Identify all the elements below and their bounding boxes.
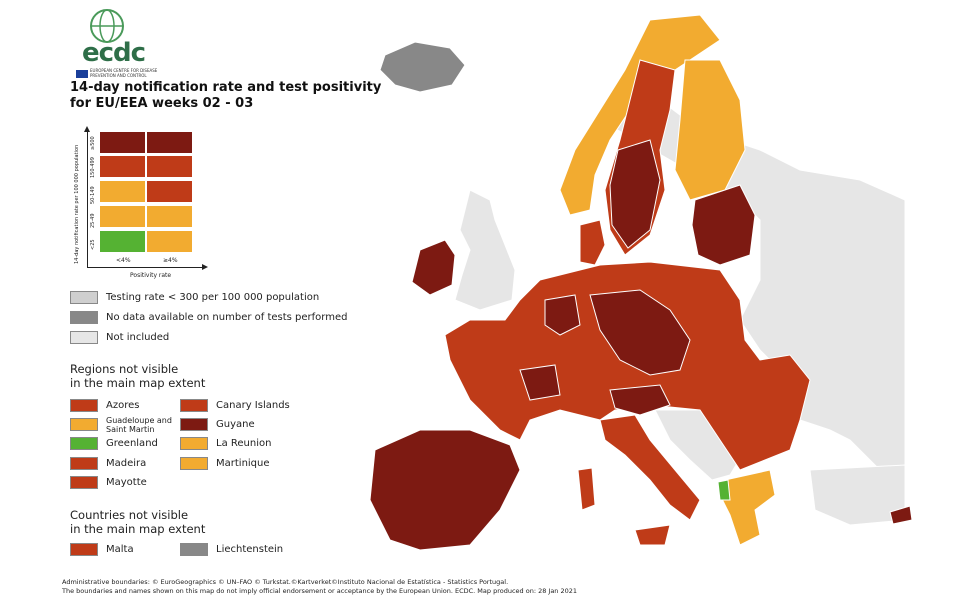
matrix-cell [99, 230, 146, 253]
positivity-matrix: 14-day notification rate per 100 000 pop… [60, 122, 210, 282]
matrix-row-label-4: 25-49 [90, 213, 96, 228]
map-denmark [579, 219, 606, 266]
map-albania [717, 479, 731, 501]
matrix-cell [99, 155, 146, 178]
map-sicily [634, 524, 671, 546]
regions-heading-line1: Regions not visible [70, 362, 179, 376]
map-non-eu-land-uk [454, 189, 516, 311]
region-la-reunion: La Reunion [216, 438, 272, 449]
map-norway [559, 14, 721, 216]
country-liechtenstein: Liechtenstein [216, 544, 284, 555]
matrix-row-label-3: 50-149 [90, 186, 96, 204]
map-sweden-south [609, 139, 661, 249]
matrix-cell [99, 205, 146, 228]
matrix-cell [99, 180, 146, 203]
footer-line2: The boundaries and names shown on this m… [62, 587, 578, 595]
matrix-cell [146, 230, 193, 253]
region-canary-islands: Canary Islands [216, 400, 290, 411]
country-swatch-liechtenstein [180, 543, 208, 556]
legend-not-included: Not included [106, 332, 170, 343]
map-title-line1: 14-day notification rate and test positi… [70, 80, 382, 95]
logo-subtitle: EUROPEAN CENTRE FOR DISEASE PREVENTION A… [90, 68, 158, 78]
matrix-cell [99, 131, 146, 154]
legend-swatch-testing-rate [70, 291, 98, 304]
region-swatch-greenland [70, 437, 98, 450]
region-guyane: Guyane [216, 419, 255, 430]
map-italy [599, 414, 701, 521]
country-malta: Malta [106, 544, 134, 555]
legend-swatch-no-data [70, 311, 98, 324]
ecdc-logo: ecdc EUROPEAN CENTRE FOR DISEASE PREVENT… [70, 8, 157, 78]
map-non-eu-land [598, 99, 906, 471]
map-title: 14-day notification rate and test positi… [70, 80, 381, 112]
matrix-y-axis [87, 130, 88, 267]
region-swatch-canary-islands [180, 399, 208, 412]
matrix-x-arrow-icon [202, 264, 208, 270]
region-mayotte: Mayotte [106, 477, 147, 488]
matrix-cell [146, 131, 193, 154]
region-greenland: Greenland [106, 438, 158, 449]
matrix-row-label-5: <25 [90, 239, 96, 250]
region-swatch-la-reunion [180, 437, 208, 450]
country-swatch-malta [70, 543, 98, 556]
map-iceland [379, 41, 466, 93]
region-swatch-azores [70, 399, 98, 412]
map-austria-slovenia [609, 384, 671, 416]
matrix-cell [146, 180, 193, 203]
countries-heading-line2: in the main map extent [70, 522, 206, 536]
matrix-cell [146, 205, 193, 228]
map-cyprus [889, 505, 913, 525]
region-swatch-martinique [180, 457, 208, 470]
map-germany-czech [589, 289, 691, 376]
matrix-y-axis-label: 14-day notification rate per 100 000 pop… [74, 144, 80, 264]
logo-text: ecdc [82, 38, 146, 68]
legend-no-data: No data available on number of tests per… [106, 312, 348, 323]
region-swatch-mayotte [70, 476, 98, 489]
map-baltics [691, 184, 756, 266]
map-greece [719, 469, 776, 546]
matrix-x-axis [87, 267, 204, 268]
legend-swatch-not-included [70, 331, 98, 344]
legend-testing-rate: Testing rate < 300 per 100 000 populatio… [106, 292, 320, 303]
region-azores: Azores [106, 400, 140, 411]
countries-heading: Countries not visible in the main map ex… [70, 508, 205, 536]
matrix-x-axis-label: Positivity rate [130, 272, 172, 279]
matrix-col-label-high: ≥4% [163, 257, 178, 264]
map-central-europe [444, 261, 811, 471]
matrix-row-label-2: 150-499 [90, 157, 96, 178]
eu-flag-icon [76, 70, 88, 78]
region-guadeloupe: Guadeloupe and Saint Martin [106, 416, 172, 434]
matrix-cell [146, 155, 193, 178]
map-france-dark [519, 364, 561, 401]
regions-heading: Regions not visible in the main map exte… [70, 362, 205, 390]
globe-icon [90, 9, 124, 43]
map-ireland [411, 239, 456, 296]
matrix-row-label-1: ≥500 [90, 136, 96, 150]
region-martinique: Martinique [216, 458, 270, 469]
countries-heading-line1: Countries not visible [70, 508, 189, 522]
map-sardinia [577, 467, 596, 511]
matrix-y-arrow-icon [84, 126, 90, 132]
map-benelux [544, 294, 581, 336]
map-iberia [369, 429, 521, 551]
map-title-line2: for EU/EEA weeks 02 - 03 [70, 96, 254, 111]
region-swatch-guyane [180, 418, 208, 431]
region-swatch-madeira [70, 457, 98, 470]
footer-line1: Administrative boundaries: © EuroGeograp… [62, 578, 509, 586]
matrix-col-label-low: <4% [116, 257, 131, 264]
region-swatch-guadeloupe [70, 418, 98, 431]
map-non-eu-land-turkey [809, 464, 906, 526]
region-madeira: Madeira [106, 458, 147, 469]
regions-heading-line2: in the main map extent [70, 376, 206, 390]
